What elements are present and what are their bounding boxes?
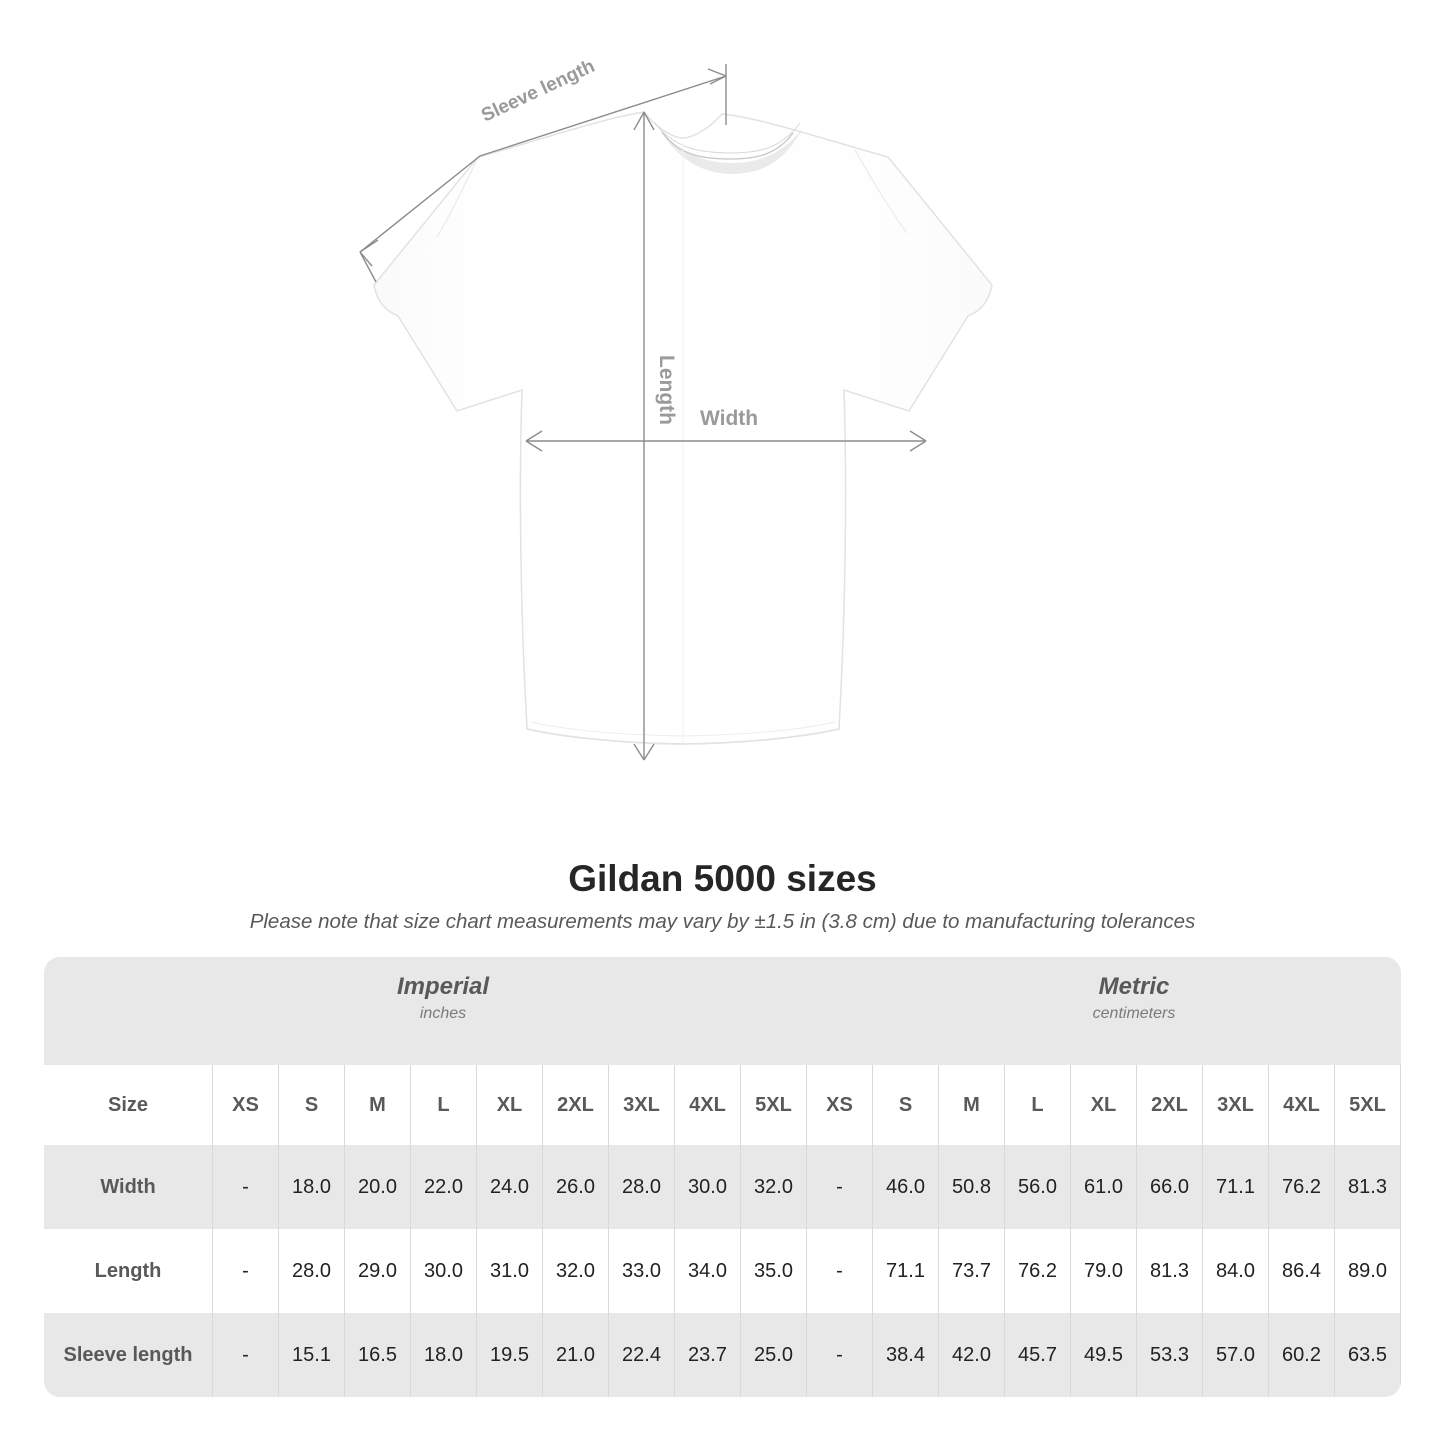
svg-text:Length: Length [655,355,678,425]
svg-text:Sleeve length: Sleeve length [478,56,598,127]
svg-text:Width: Width [700,407,758,430]
